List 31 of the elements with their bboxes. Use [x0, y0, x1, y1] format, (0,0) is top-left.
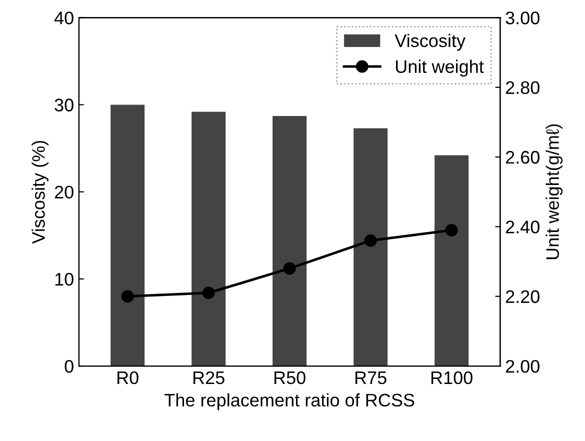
y-tick-label: 30 — [54, 98, 74, 112]
legend-label: Unit weight — [396, 60, 484, 77]
y2-tick-label: 2.00 — [506, 360, 540, 373]
bar — [354, 128, 388, 366]
y2-tick-label: 2.40 — [506, 220, 540, 234]
y-axis-title: Viscosity (%) — [32, 140, 48, 244]
bar — [192, 112, 226, 366]
x-tick-label: R100 — [431, 371, 472, 384]
bar — [272, 116, 307, 366]
y2-axis-title: Unit weight(g/mℓ) — [546, 124, 563, 260]
y-tick-label: 0 — [64, 360, 74, 373]
x-tick-label: R75 — [355, 372, 386, 384]
x-tick-label: R0 — [118, 371, 138, 384]
y2-tick-label: 2.20 — [506, 290, 540, 304]
y-tick-label: 10 — [55, 272, 74, 286]
y-tick-label: 20 — [54, 186, 74, 199]
legend-label: Viscosity — [394, 34, 466, 51]
y2-tick-label: 2.60 — [506, 150, 540, 164]
y2-tick-label: 2.80 — [506, 81, 540, 94]
x-tick-label: R50 — [274, 371, 306, 384]
point — [121, 290, 134, 303]
point — [364, 234, 377, 247]
y2-tick-label: 3.00 — [506, 12, 540, 24]
y-tick-label: 40 — [54, 12, 74, 24]
point — [283, 262, 296, 275]
bar — [434, 155, 469, 366]
point — [202, 286, 215, 300]
bar — [110, 104, 145, 366]
x-axis-title: The replacement ratio of RCSS — [164, 393, 414, 410]
x-tick-label: R25 — [193, 371, 224, 384]
point — [445, 224, 458, 236]
